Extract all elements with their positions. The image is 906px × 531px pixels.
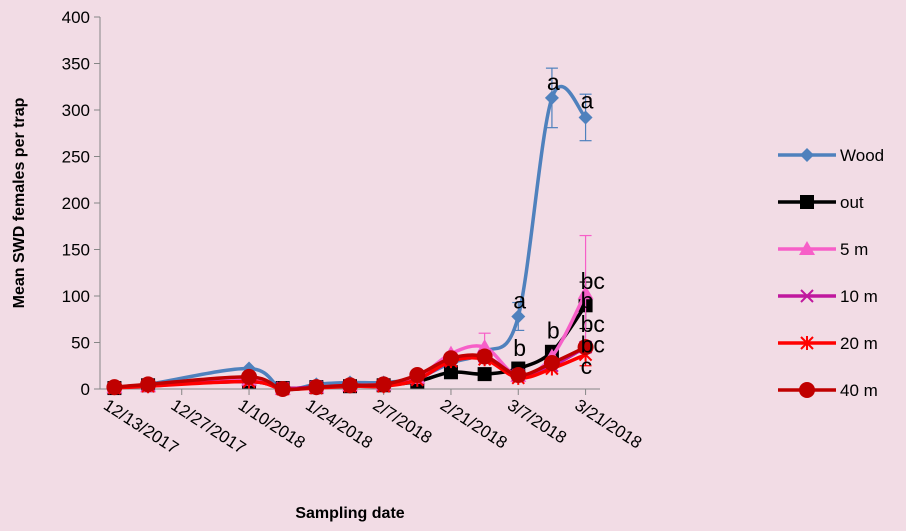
data-point — [106, 379, 123, 396]
data-point — [578, 110, 593, 125]
legend-marker — [800, 289, 814, 303]
annotation: b — [547, 317, 560, 343]
data-point — [577, 285, 594, 300]
data-point — [443, 365, 458, 380]
annotation: a — [547, 69, 560, 95]
y-tick-label: 50 — [71, 334, 90, 353]
annotation: bc — [581, 311, 605, 337]
legend-marker — [799, 241, 815, 255]
data-point — [140, 376, 157, 393]
legend-label: 20 m — [840, 334, 878, 353]
annotation: a — [581, 88, 594, 114]
annotation: b — [581, 288, 594, 314]
data-point — [274, 381, 291, 397]
x-tick-label: 12/13/2017 — [100, 395, 182, 457]
y-tick-label: 0 — [81, 380, 90, 399]
data-point — [510, 367, 527, 384]
x-tick-label: 2/7/2018 — [369, 395, 435, 447]
x-tick-label: 12/27/2017 — [168, 395, 250, 457]
y-tick-label: 400 — [62, 8, 90, 27]
legend-label: Wood — [840, 146, 884, 165]
x-axis-title: Sampling date — [295, 505, 404, 522]
legend-label: out — [840, 193, 864, 212]
legend-marker — [800, 195, 814, 209]
y-tick-label: 150 — [62, 241, 90, 260]
data-point — [342, 377, 358, 394]
x-tick-label: 3/7/2018 — [504, 395, 570, 447]
annotation: bc — [581, 268, 605, 294]
data-point — [476, 348, 493, 365]
annotation: bc — [581, 331, 605, 357]
data-point — [544, 90, 559, 105]
y-tick-label: 200 — [62, 194, 90, 213]
y-tick-label: 100 — [62, 287, 90, 306]
y-tick-label: 300 — [62, 101, 90, 120]
annotation: c — [581, 353, 593, 379]
x-tick-label: 2/21/2018 — [437, 395, 511, 452]
data-point — [409, 367, 426, 384]
legend-label: 5 m — [840, 240, 868, 259]
data-point — [375, 376, 392, 393]
legend-label: 40 m — [840, 381, 878, 400]
data-point — [577, 339, 594, 356]
y-axis-title: Mean SWD females per trap — [11, 97, 28, 308]
data-point — [308, 379, 325, 396]
legend-marker — [800, 148, 814, 162]
y-tick-label: 250 — [62, 148, 90, 167]
y-tick-label: 350 — [62, 55, 90, 74]
x-tick-label: 3/21/2018 — [571, 395, 645, 452]
data-point — [543, 354, 560, 371]
legend-marker — [799, 382, 815, 398]
x-tick-label: 1/24/2018 — [302, 395, 376, 452]
legend-marker — [800, 336, 814, 350]
data-point — [477, 367, 492, 382]
data-point — [511, 309, 526, 324]
annotation: a — [513, 288, 526, 314]
annotation: b — [513, 335, 526, 361]
data-point — [442, 350, 459, 367]
data-point — [241, 368, 258, 385]
legend-label: 10 m — [840, 287, 878, 306]
